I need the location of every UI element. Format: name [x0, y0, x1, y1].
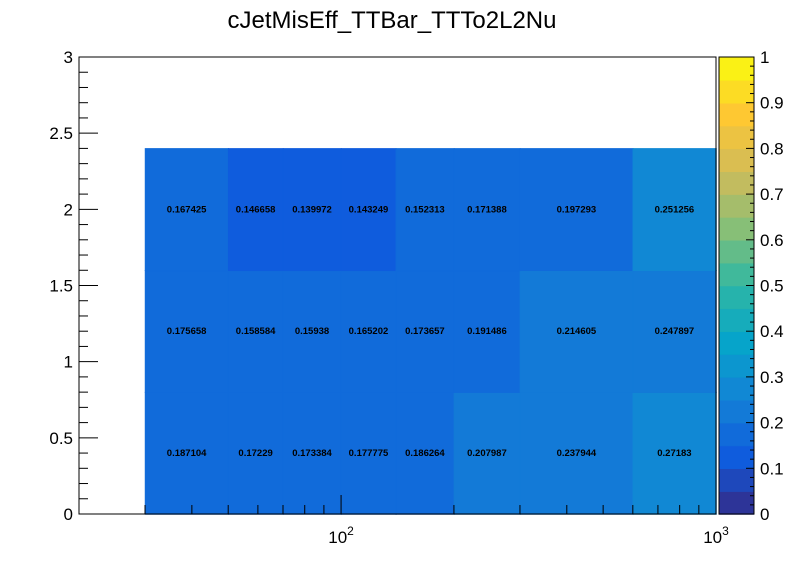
- color-scale-bin: [718, 56, 755, 81]
- color-scale-bin: [718, 79, 755, 104]
- cell-value-labels: 0.187104 0.17229 0.173384 0.177775 0.186264 0…: [167, 204, 694, 459]
- y-tick-label: 0.5: [49, 429, 73, 448]
- cell-value-label: 0.177775: [349, 448, 389, 459]
- cell-value-label: 0.214605: [557, 326, 597, 337]
- heatmap-cell: [632, 391, 717, 515]
- cell-value-label: 0.146658: [236, 204, 276, 215]
- color-scale-bin: [718, 125, 755, 150]
- color-scale-label: 1: [760, 48, 769, 67]
- cell-value-label: 0.173657: [405, 326, 445, 337]
- color-scale-bin: [718, 193, 755, 218]
- heatmap-cell: [340, 270, 397, 393]
- heatmap-cell: [144, 391, 229, 515]
- heatmap-cell: [340, 391, 397, 515]
- color-scale-label: 0.1: [760, 459, 784, 478]
- y-tick-label: 1.5: [49, 277, 73, 296]
- color-scale-bin: [718, 148, 755, 172]
- heatmap-cell: [340, 148, 397, 272]
- color-scale-label: 0.7: [760, 185, 784, 204]
- y-axis: 0 0.5 1 1.5 2 2.5 3: [49, 48, 98, 524]
- y-tick-label: 2.5: [49, 124, 73, 143]
- cell-value-label: 0.15938: [295, 326, 329, 337]
- cell-value-label: 0.247897: [655, 326, 695, 337]
- cell-value-label: 0.152313: [405, 204, 445, 215]
- cell-value-label: 0.237944: [557, 448, 597, 459]
- heatmap-cell: [453, 391, 521, 515]
- y-tick-label: 0: [64, 505, 73, 524]
- heatmap-cell: [227, 270, 284, 393]
- color-scale-label: 0.8: [760, 139, 784, 158]
- heatmap-cell: [395, 270, 455, 393]
- color-scale-bin: [718, 376, 755, 401]
- color-scale-bin: [718, 422, 755, 447]
- color-scale-bin: [718, 216, 755, 241]
- color-scale-bin: [718, 285, 755, 310]
- heatmap-cells: [144, 148, 717, 515]
- chart-title: cJetMisEff_TTBar_TTTo2L2Nu: [227, 7, 556, 34]
- cell-value-label: 0.186264: [405, 448, 445, 459]
- color-scale-bin: [718, 330, 755, 355]
- cell-value-label: 0.175658: [167, 326, 207, 337]
- y-tick-label: 1: [64, 353, 73, 372]
- cell-value-label: 0.187104: [167, 448, 207, 459]
- heatmap-cell: [519, 148, 634, 272]
- y-tick-label: 2: [64, 200, 73, 219]
- cell-value-label: 0.143249: [349, 204, 389, 215]
- color-scale-bin: [718, 102, 755, 127]
- cell-value-label: 0.197293: [557, 204, 597, 215]
- cell-value-label: 0.17229: [238, 448, 272, 459]
- heatmap-cell: [144, 148, 229, 272]
- color-scale-label: 0.6: [760, 231, 784, 250]
- color-scale-bin: [718, 490, 755, 515]
- color-scale-bin: [718, 353, 755, 378]
- heatmap-cell: [632, 270, 717, 393]
- y-tick-label: 3: [64, 48, 73, 67]
- cell-value-label: 0.191486: [467, 326, 507, 337]
- color-scale-bin: [718, 262, 755, 287]
- color-scale-bin: [718, 399, 755, 424]
- heatmap-cell: [144, 270, 229, 393]
- heatmap-cell: [395, 391, 455, 515]
- color-scale-bin: [718, 308, 755, 332]
- heatmap-cell: [227, 148, 284, 272]
- heatmap-cell: [282, 148, 342, 272]
- heatmap-cell: [395, 148, 455, 272]
- cell-value-label: 0.173384: [292, 448, 332, 459]
- color-scale-bin: [718, 468, 755, 492]
- color-scale-label: 0: [760, 505, 769, 524]
- heatmap-cell: [227, 391, 284, 515]
- color-scale-label: 0.3: [760, 368, 784, 387]
- color-scale-bin: [718, 239, 755, 264]
- heatmap-cell: [453, 148, 521, 272]
- color-scale: 0 0.1 0.2 0.3 0.4 0.5 0.6 0.7 0.8 0.9 1: [718, 48, 784, 524]
- color-scale-bin: [718, 445, 755, 470]
- cell-value-label: 0.171388: [467, 204, 507, 215]
- cell-value-label: 0.165202: [349, 326, 389, 337]
- cell-value-label: 0.27183: [657, 448, 691, 459]
- color-scale-label: 0.2: [760, 414, 784, 433]
- x-tick-label: 103: [703, 524, 729, 547]
- color-scale-bin: [718, 171, 755, 195]
- x-axis: 102 103: [78, 495, 729, 547]
- color-scale-label: 0.4: [760, 322, 784, 341]
- cell-value-label: 0.251256: [655, 204, 695, 215]
- cell-value-label: 0.139972: [292, 204, 332, 215]
- color-scale-label: 0.9: [760, 94, 784, 113]
- heatmap-cell: [519, 391, 634, 515]
- cell-value-label: 0.207987: [467, 448, 507, 459]
- x-tick-label: 102: [328, 524, 354, 547]
- heatmap-cell: [519, 270, 634, 393]
- cell-value-label: 0.167425: [167, 204, 207, 215]
- cell-value-label: 0.158584: [236, 326, 276, 337]
- color-scale-label: 0.5: [760, 277, 784, 296]
